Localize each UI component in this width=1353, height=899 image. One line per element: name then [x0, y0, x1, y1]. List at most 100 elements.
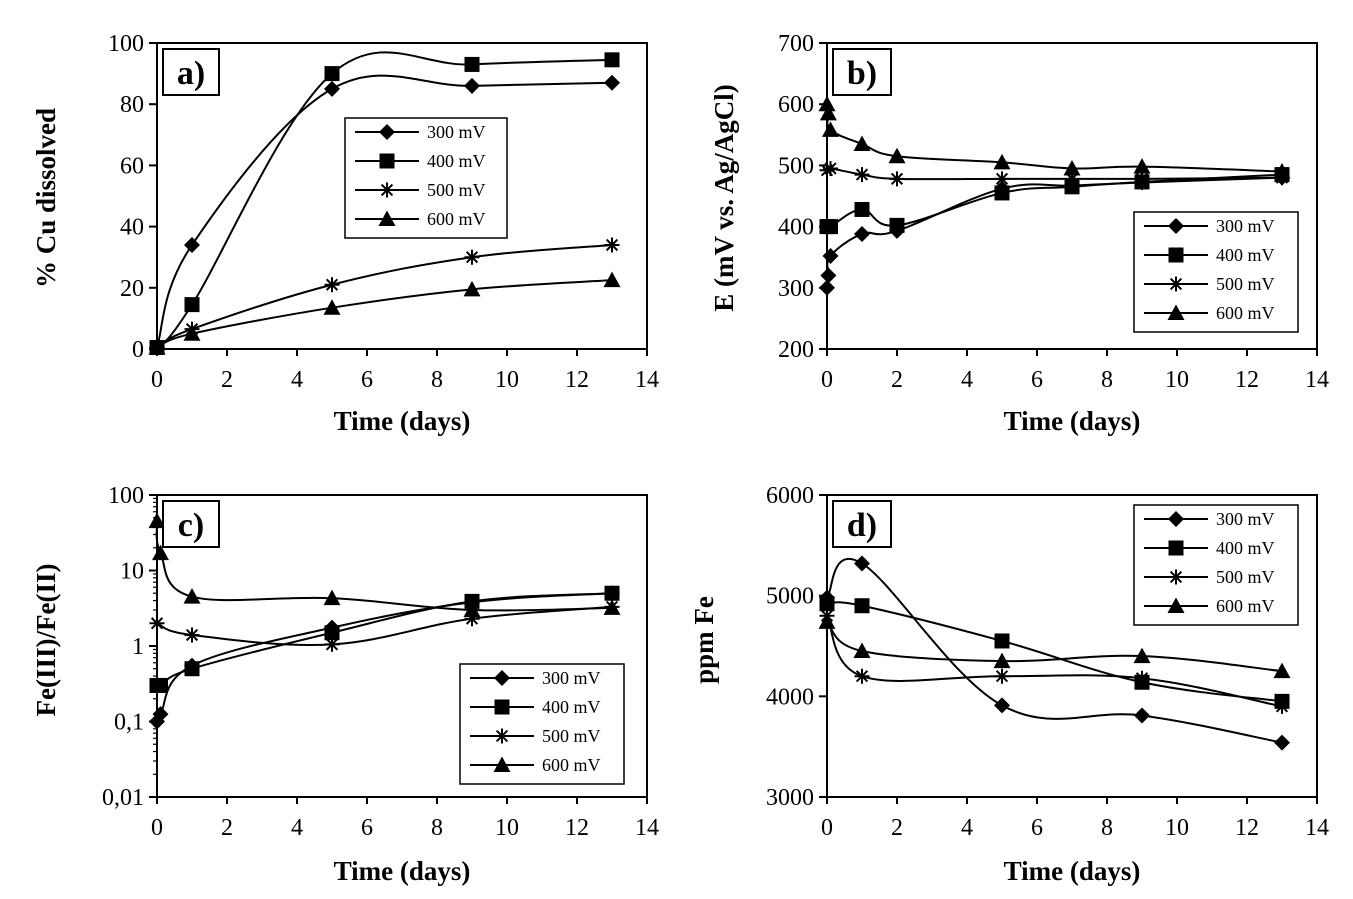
data-point-square — [153, 677, 168, 693]
y-axis-label: ppm Fe — [689, 596, 719, 684]
y-tick-label: 4000 — [766, 684, 814, 710]
data-point-square — [819, 596, 835, 612]
y-tick-label: 600 — [778, 92, 814, 118]
legend: 300 mV 400 mV 500 mV 600 mV — [459, 663, 625, 785]
legend-label: 600 mV — [1216, 303, 1275, 323]
data-point-triangle — [819, 104, 837, 121]
legend-label: 500 mV — [542, 726, 601, 746]
data-point-diamond — [152, 706, 169, 723]
legend-marker-diamond — [1168, 511, 1184, 527]
data-point-star — [604, 237, 620, 253]
x-tick-label: 12 — [1235, 367, 1259, 393]
y-tick-label: 400 — [778, 215, 814, 241]
x-tick-label: 2 — [891, 367, 903, 393]
x-axis-label: Time (days) — [334, 856, 471, 886]
legend-marker-star — [1168, 569, 1184, 585]
legend-label: 400 mV — [1216, 245, 1275, 265]
y-tick-label: 0 — [132, 337, 144, 363]
data-point-triangle — [822, 121, 839, 137]
data-point-diamond — [854, 555, 870, 572]
data-point-triangle — [853, 642, 871, 659]
x-tick-label: 4 — [291, 367, 303, 393]
x-tick-label: 6 — [1031, 367, 1043, 393]
data-point-star — [854, 167, 870, 183]
y-tick-label: 300 — [778, 276, 814, 302]
panel-tag: b) — [847, 55, 877, 92]
y-tick-label: 40 — [120, 215, 144, 241]
data-point-triangle — [152, 544, 169, 561]
legend-marker-diamond — [494, 670, 510, 686]
y-tick-label: 6000 — [766, 483, 814, 509]
data-point-triangle — [463, 601, 481, 617]
data-point-star — [464, 249, 480, 265]
data-point-diamond — [819, 279, 835, 296]
y-tick-label: 0,1 — [114, 710, 144, 736]
data-point-triangle — [993, 153, 1011, 170]
plot-frame — [156, 42, 648, 350]
legend-label: 300 mV — [542, 668, 601, 688]
x-tick-label: 10 — [1165, 367, 1189, 393]
x-tick-label: 0 — [151, 815, 163, 841]
data-point-square — [823, 219, 838, 235]
legend-box — [459, 663, 625, 785]
legend-label: 500 mV — [1216, 274, 1275, 294]
data-point-triangle — [463, 280, 481, 297]
y-tick-label: 500 — [778, 153, 814, 179]
x-axis-label: Time (days) — [1004, 406, 1141, 436]
data-point-triangle — [1063, 159, 1081, 176]
series-line-triangle — [826, 621, 1283, 673]
panel-tag-box — [162, 48, 220, 96]
y-tick-label: 60 — [120, 153, 144, 179]
data-point-diamond — [184, 236, 200, 253]
legend-label: 300 mV — [427, 122, 486, 142]
legend-marker-square — [494, 699, 510, 715]
data-point-triangle — [148, 512, 166, 529]
data-point-triangle — [818, 613, 836, 629]
legend-marker-diamond — [379, 124, 395, 140]
data-point-star — [819, 162, 835, 178]
data-point-triangle — [148, 338, 166, 355]
data-point-square — [324, 66, 340, 82]
x-tick-label: 0 — [821, 815, 833, 841]
legend-marker-square — [1168, 247, 1184, 263]
y-axis-label: E (mV vs. Ag/AgCl) — [709, 84, 739, 312]
data-point-square — [604, 585, 620, 601]
data-point-triangle — [1133, 647, 1151, 664]
data-point-diamond — [1274, 734, 1290, 751]
y-tick-label: 10 — [120, 559, 144, 585]
legend-marker-triangle — [1167, 597, 1185, 613]
data-point-square — [994, 633, 1010, 649]
legend-label: 600 mV — [427, 209, 486, 229]
x-tick-label: 14 — [1305, 367, 1329, 393]
legend-label: 300 mV — [1216, 216, 1275, 236]
y-tick-label: 1 — [132, 634, 144, 660]
x-tick-label: 4 — [291, 815, 303, 841]
legend-label: 600 mV — [542, 755, 601, 775]
x-tick-label: 2 — [221, 815, 233, 841]
data-point-square — [854, 201, 870, 217]
panel-tag: a) — [177, 55, 205, 92]
x-tick-label: 2 — [891, 815, 903, 841]
legend-label: 400 mV — [542, 697, 601, 717]
legend-label: 500 mV — [427, 180, 486, 200]
data-point-triangle — [603, 271, 621, 288]
y-tick-label: 100 — [108, 31, 144, 57]
legend-marker-star — [379, 182, 395, 198]
data-point-triangle — [183, 325, 201, 341]
legend-label: 600 mV — [1216, 596, 1275, 616]
x-tick-label: 10 — [1165, 815, 1189, 841]
x-tick-label: 6 — [1031, 815, 1043, 841]
y-tick-label: 20 — [120, 276, 144, 302]
y-tick-label: 80 — [120, 92, 144, 118]
x-tick-label: 14 — [635, 367, 659, 393]
panel-c: 0 2 4 6 8 10 12 14 0,01 0,1 1 10 100 Time (days) Fe(II… — [31, 483, 659, 886]
data-point-star — [1064, 171, 1080, 187]
data-point-square — [324, 625, 340, 641]
x-tick-label: 4 — [961, 815, 973, 841]
panel-tag: c) — [178, 507, 204, 544]
legend-label: 400 mV — [427, 151, 486, 171]
data-point-square — [994, 185, 1010, 201]
panel-tag: d) — [847, 507, 877, 544]
data-point-star — [889, 171, 905, 187]
y-tick-label: 3000 — [766, 785, 814, 811]
